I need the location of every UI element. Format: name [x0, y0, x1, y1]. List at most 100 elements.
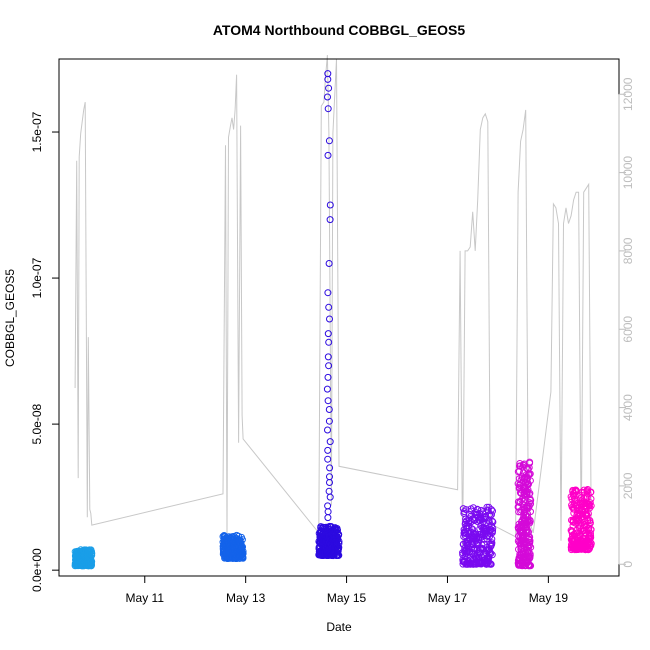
outlier-point: [324, 514, 332, 522]
outlier-point: [326, 438, 334, 446]
data-point: [88, 558, 96, 565]
data-point: [525, 542, 533, 550]
outlier-point: [326, 315, 333, 323]
outlier-point: [325, 417, 333, 425]
y-tick-label: 1.0e-07: [30, 257, 44, 298]
outlier-point: [326, 201, 334, 209]
y-axis-label: COBBGL_GEOS5: [3, 269, 17, 367]
data-point: [527, 543, 535, 551]
data-point: [587, 502, 595, 510]
altitude-line: [74, 55, 592, 553]
outlier-point: [325, 137, 333, 145]
outlier-point: [326, 464, 334, 472]
outlier-point: [324, 373, 332, 381]
secondary-y-axis: 0 2000 4000 6000 8000 10000 12000: [618, 77, 635, 568]
data-point: [525, 480, 532, 488]
series-6: [567, 486, 595, 554]
data-point: [587, 526, 595, 534]
data-point: [238, 536, 246, 544]
outlier-point: [326, 479, 333, 486]
y-tick-label: 1.5e-07: [30, 111, 44, 152]
data-point: [477, 506, 485, 514]
data-point: [335, 530, 343, 538]
outlier-point: [324, 508, 332, 516]
data-point: [527, 562, 535, 570]
x-tick-label: May 13: [226, 591, 266, 605]
data-point: [489, 527, 497, 535]
x-axis: May 11 May 13 May 15 May 17 May 19: [126, 575, 569, 605]
data-point: [488, 539, 496, 547]
data-point: [583, 494, 591, 502]
outlier-point: [325, 303, 333, 311]
x-tick-label: May 19: [529, 591, 569, 605]
y2-tick-label: 8000: [621, 237, 635, 264]
data-point: [239, 554, 247, 562]
data-point: [527, 496, 535, 504]
y2-tick-label: 4000: [621, 394, 635, 421]
data-point: [527, 508, 534, 516]
data-point: [462, 530, 470, 538]
y2-tick-label: 6000: [621, 316, 635, 343]
series-5: [514, 458, 535, 570]
outlier-point: [324, 93, 331, 101]
outlier-point: [323, 385, 331, 393]
x-tick-label: May 11: [126, 591, 165, 605]
outlier-point: [324, 502, 332, 510]
data-point: [239, 547, 247, 555]
outlier-point: [325, 362, 333, 370]
outlier-point: [324, 105, 332, 113]
data-point: [460, 508, 468, 516]
outlier-point: [324, 455, 332, 463]
data-point: [335, 540, 343, 548]
data-point: [587, 529, 594, 537]
data-point: [526, 537, 534, 545]
data-point: [488, 535, 496, 543]
chart-title: ATOM4 Northbound COBBGL_GEOS5: [213, 22, 465, 38]
concentration-points: [71, 70, 595, 570]
series-3: [315, 70, 343, 560]
y-tick-label: 0.0e+00: [30, 548, 44, 592]
data-point: [487, 506, 495, 514]
outlier-point: [326, 216, 334, 224]
outlier-point: [325, 260, 333, 267]
data-point: [487, 560, 495, 568]
data-point: [333, 526, 341, 534]
y2-tick-label: 10000: [621, 156, 635, 190]
outlier-point: [325, 84, 333, 92]
data-point: [335, 551, 343, 559]
outlier-point: [324, 151, 332, 159]
data-point: [88, 549, 96, 557]
outlier-point: [325, 338, 333, 346]
data-point: [462, 506, 470, 514]
data-point: [526, 477, 534, 485]
data-point: [587, 488, 595, 496]
y2-tick-label: 12000: [621, 77, 635, 111]
plot-frame: [58, 58, 620, 577]
outlier-point: [326, 493, 334, 501]
outlier-point: [324, 289, 332, 297]
data-point: [586, 499, 594, 507]
data-point: [526, 517, 534, 525]
data-point: [335, 538, 343, 545]
data-point: [88, 560, 95, 568]
data-point: [482, 525, 490, 533]
data-point: [526, 459, 534, 467]
data-point: [587, 540, 595, 547]
y2-tick-label: 2000: [621, 472, 635, 499]
data-point: [488, 517, 496, 525]
outlier-point: [324, 426, 331, 434]
data-point: [489, 518, 497, 526]
data-point: [526, 470, 534, 478]
data-point: [489, 507, 496, 515]
x-tick-label: May 15: [327, 591, 367, 605]
series-1: [71, 546, 96, 570]
altitude-series: [74, 55, 592, 553]
outlier-point: [324, 75, 332, 83]
data-point: [586, 504, 594, 512]
data-point: [487, 549, 495, 557]
series-2: [219, 531, 247, 562]
data-point: [526, 550, 534, 558]
y2-tick-label: 0: [621, 561, 635, 568]
outlier-point: [324, 353, 332, 361]
